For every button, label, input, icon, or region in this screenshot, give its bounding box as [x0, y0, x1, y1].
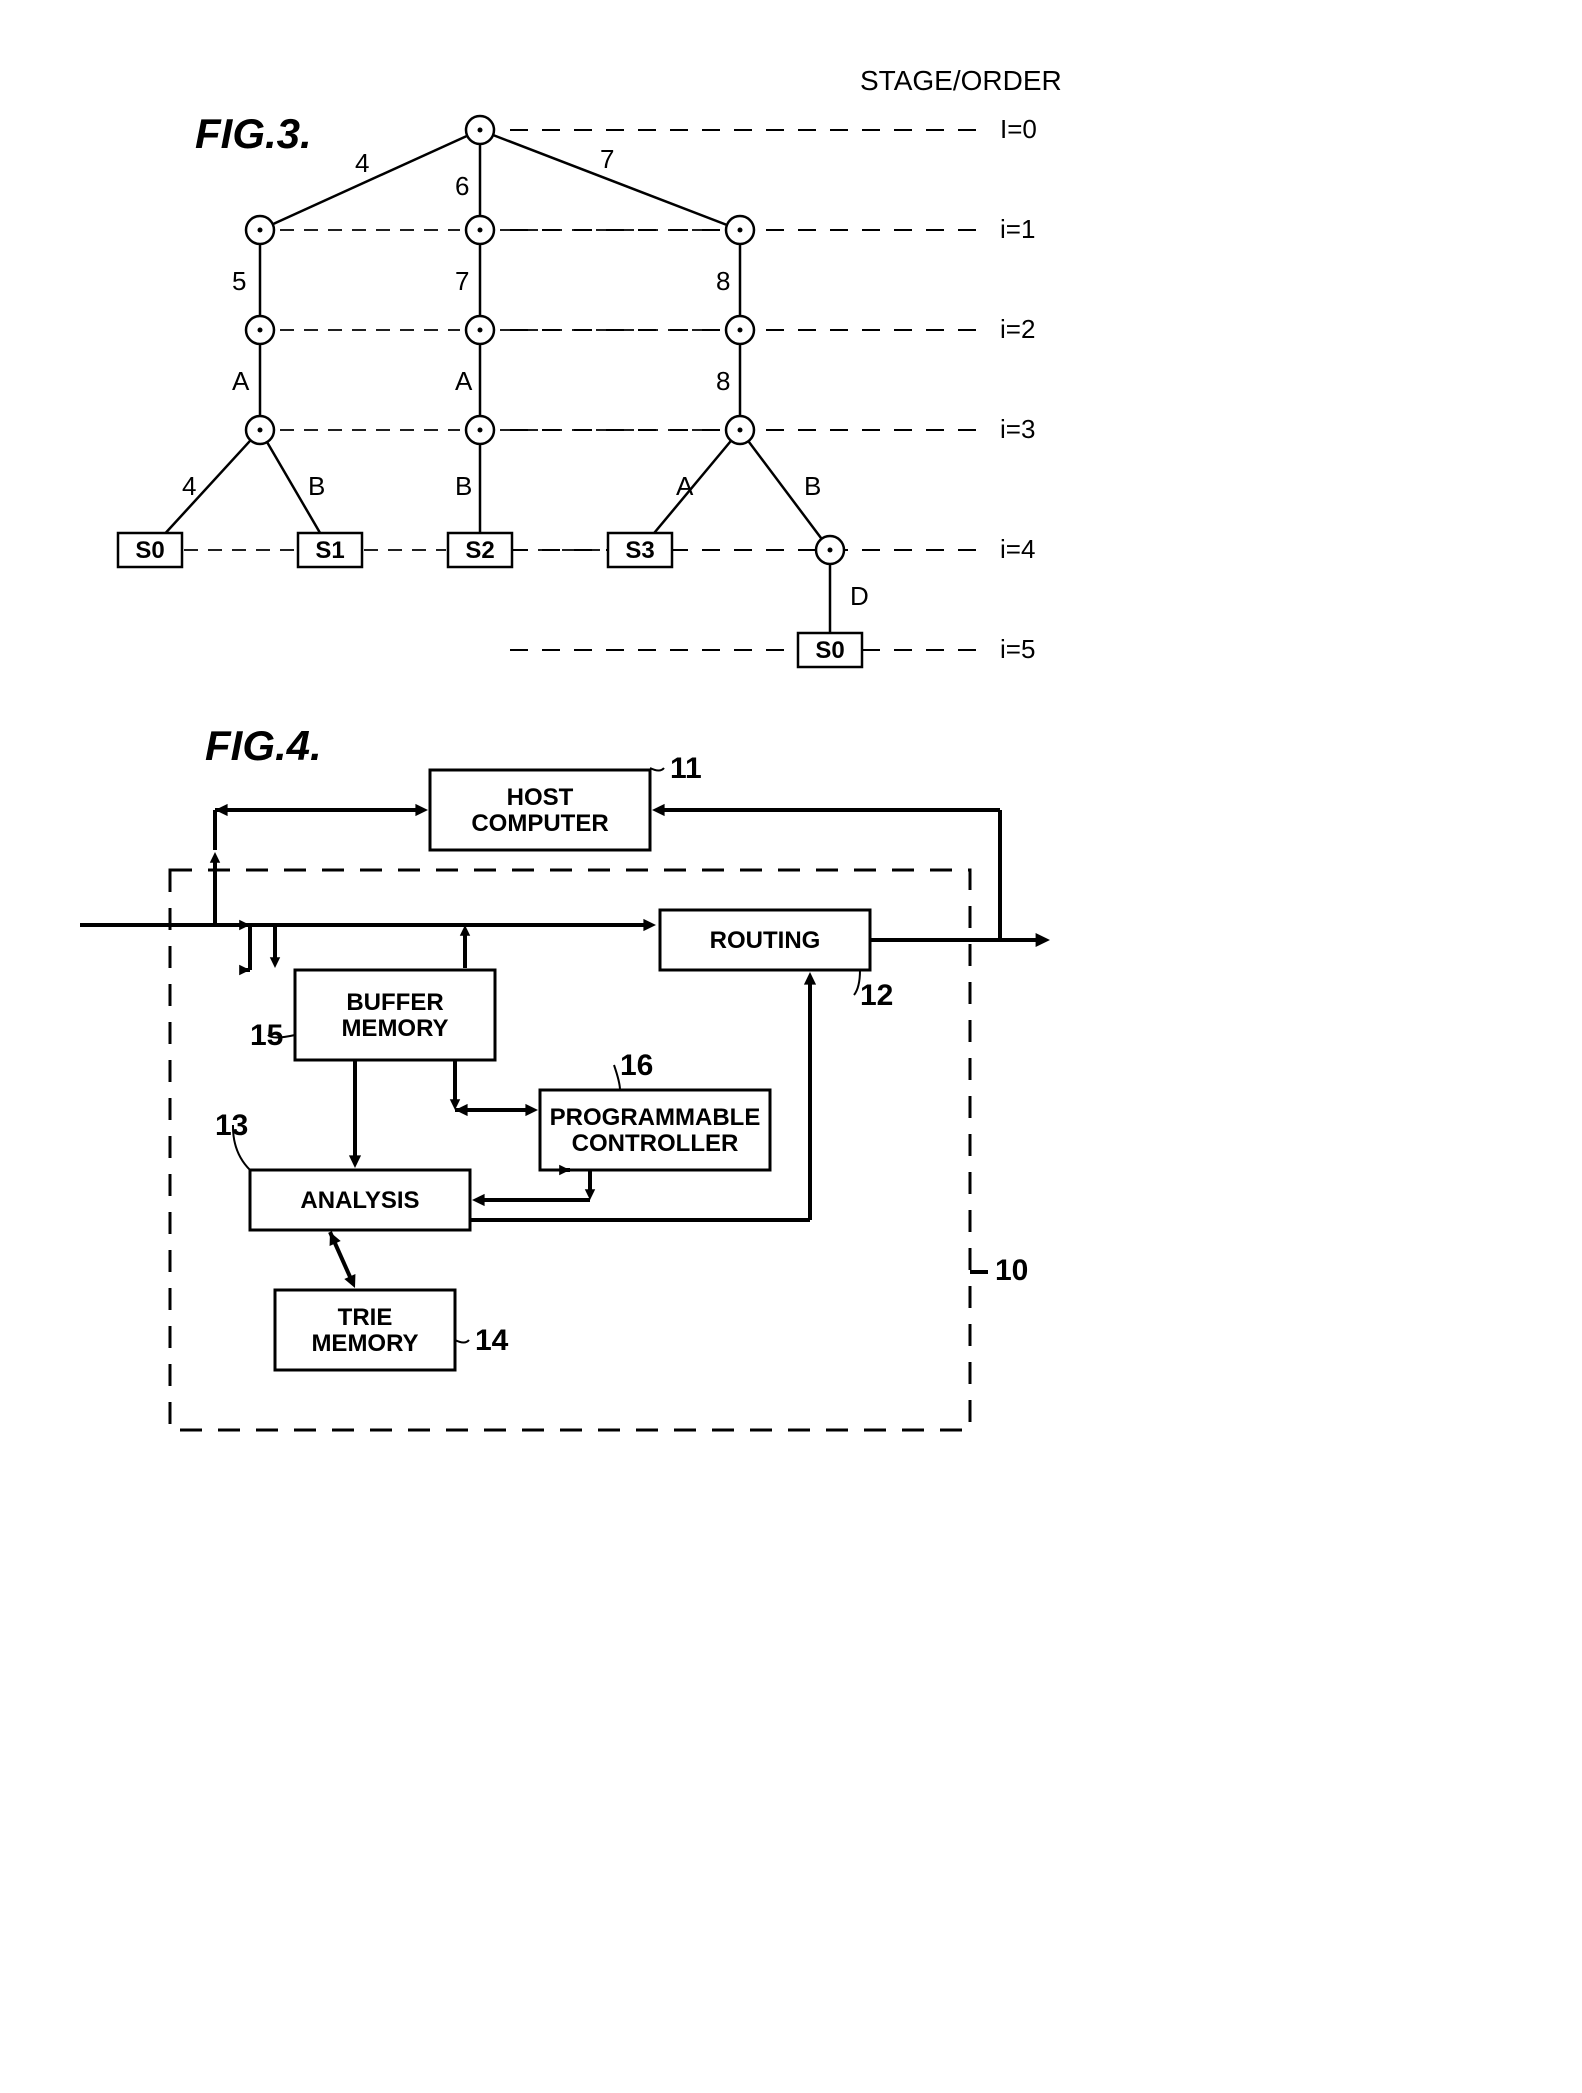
- ref-label: 16: [620, 1049, 653, 1082]
- stage-label: i=5: [1000, 634, 1035, 664]
- ref-label: 11: [670, 752, 702, 785]
- edge-label: 7: [455, 266, 469, 296]
- leaf-label: S1: [315, 537, 344, 564]
- edge-label: 8: [716, 266, 730, 296]
- edge-label: B: [308, 471, 325, 501]
- stage-order-header: STAGE/ORDER: [860, 65, 1062, 96]
- leaf-label: S2: [465, 537, 494, 564]
- stage-label: I=0: [1000, 114, 1037, 144]
- controller-label: CONTROLLER: [572, 1130, 739, 1157]
- leaf-label: S0: [815, 637, 844, 664]
- fig4-block-diagram: FIG.4.10HOSTCOMPUTER11ROUTING12BUFFERMEM…: [40, 700, 1100, 1480]
- host-label: COMPUTER: [471, 810, 608, 837]
- edge-label: 4: [355, 148, 369, 178]
- ref-label: 13: [215, 1109, 248, 1142]
- edge-label: A: [232, 366, 250, 396]
- buffer-label: MEMORY: [341, 1015, 448, 1042]
- stage-label: i=2: [1000, 314, 1035, 344]
- fig3-title: FIG.3.: [195, 110, 312, 157]
- analysis-label: ANALYSIS: [300, 1187, 419, 1214]
- stage-label: i=4: [1000, 534, 1035, 564]
- fig4-title: FIG.4.: [205, 722, 322, 769]
- fig3-tree-diagram: FIG.3. STAGE/ORDER I=0 i=1 i=2 i=3 i=4 i=5 4 6 7 5 7…: [40, 40, 1100, 700]
- ref-label: 10: [995, 1254, 1028, 1287]
- edge-label: 5: [232, 266, 246, 296]
- leaf-label: S0: [135, 537, 164, 564]
- edge-label: 6: [455, 171, 469, 201]
- edge-label: A: [676, 471, 694, 501]
- ref-label: 12: [860, 979, 893, 1012]
- edge-label: A: [455, 366, 473, 396]
- host-label: HOST: [507, 784, 574, 811]
- edge-label: B: [455, 471, 472, 501]
- edge-label: 8: [716, 366, 730, 396]
- ref-label: 15: [250, 1019, 283, 1052]
- ref-label: 14: [475, 1324, 509, 1357]
- trie-label: MEMORY: [311, 1330, 418, 1357]
- leaf-label: S3: [625, 537, 654, 564]
- edge-label: 4: [182, 471, 196, 501]
- edge-label: 7: [600, 144, 614, 174]
- edge-label: B: [804, 471, 821, 501]
- buffer-label: BUFFER: [346, 989, 443, 1016]
- routing-label: ROUTING: [710, 927, 821, 954]
- stage-label: i=3: [1000, 414, 1035, 444]
- trie-label: TRIE: [338, 1304, 393, 1331]
- stage-label: i=1: [1000, 214, 1035, 244]
- edge-label: D: [850, 581, 869, 611]
- controller-label: PROGRAMMABLE: [550, 1104, 761, 1131]
